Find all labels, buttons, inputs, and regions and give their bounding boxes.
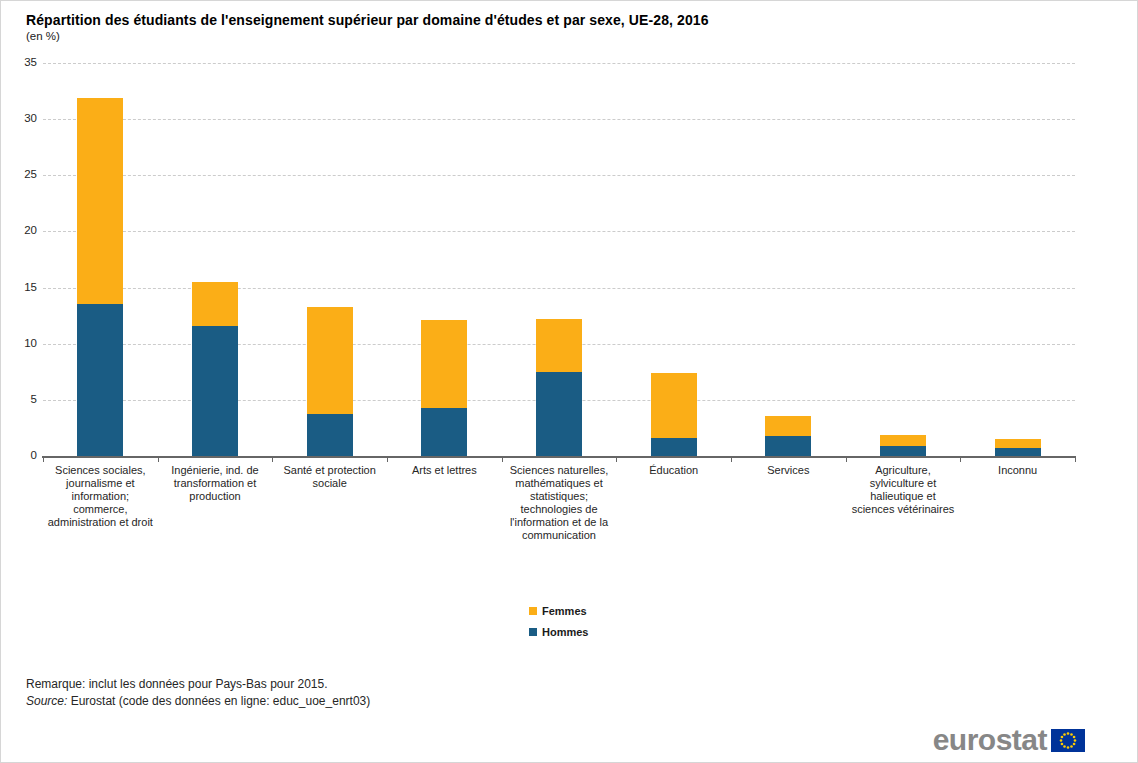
x-axis-tick bbox=[846, 458, 847, 462]
bar-segment-femmes bbox=[765, 416, 811, 436]
y-axis-tick-label: 25 bbox=[1, 168, 37, 180]
bar-segment-hommes bbox=[765, 436, 811, 456]
bar-segment-femmes bbox=[421, 320, 467, 408]
eurostat-chart-page: Répartition des étudiants de l'enseignem… bbox=[0, 0, 1138, 763]
footnote-source: Source: Eurostat (code des données en li… bbox=[26, 693, 370, 710]
category-label: Santé et protection sociale bbox=[274, 464, 385, 490]
legend-swatch-icon bbox=[529, 628, 537, 636]
x-axis-tick bbox=[731, 458, 732, 462]
y-axis-tick-label: 5 bbox=[1, 393, 37, 405]
y-axis-tick-label: 20 bbox=[1, 224, 37, 236]
plot-area: 0 5 10 15 20 25 30 35 Sciences sociales, journal… bbox=[1, 1, 1138, 763]
source-text: Eurostat (code des données en ligne: edu… bbox=[67, 694, 370, 708]
bar-segment-hommes bbox=[421, 408, 467, 456]
bar-segment-femmes bbox=[77, 98, 123, 305]
category-label: Arts et lettres bbox=[389, 464, 500, 477]
category-label: Agriculture, sylviculture et halieutique… bbox=[848, 464, 959, 516]
gridline-30 bbox=[43, 119, 1075, 120]
y-axis-tick-label: 30 bbox=[1, 112, 37, 124]
x-axis-tick bbox=[1075, 458, 1076, 462]
y-axis-tick-label: 0 bbox=[1, 449, 37, 461]
x-axis-line bbox=[42, 456, 1076, 458]
category-label: Ingénierie, ind. de transformation et pr… bbox=[160, 464, 271, 503]
category-label: Services bbox=[733, 464, 844, 477]
bar-segment-hommes bbox=[995, 448, 1041, 456]
legend-label: Femmes bbox=[542, 605, 587, 617]
gridline-25 bbox=[43, 175, 1075, 176]
bar-segment-femmes bbox=[880, 435, 926, 446]
bar-segment-hommes bbox=[880, 446, 926, 456]
bar-segment-femmes bbox=[307, 307, 353, 415]
legend-item-femmes: Femmes bbox=[529, 600, 588, 621]
category-label: Sciences sociales, journalisme et inform… bbox=[45, 464, 156, 529]
eurostat-logo-text: eurostat bbox=[933, 725, 1047, 755]
eurostat-logo: eurostat bbox=[933, 725, 1085, 755]
y-axis-tick-label: 10 bbox=[1, 337, 37, 349]
gridline-35 bbox=[43, 63, 1075, 64]
x-axis-tick bbox=[158, 458, 159, 462]
x-axis-tick bbox=[502, 458, 503, 462]
source-label: Source: bbox=[26, 694, 67, 708]
legend-item-hommes: Hommes bbox=[529, 621, 588, 642]
eu-flag-icon bbox=[1051, 729, 1085, 752]
x-axis-tick bbox=[272, 458, 273, 462]
bar-segment-hommes bbox=[651, 438, 697, 456]
bar-segment-femmes bbox=[995, 439, 1041, 448]
bar-segment-hommes bbox=[192, 326, 238, 456]
legend: Femmes Hommes bbox=[529, 600, 588, 642]
bar-segment-hommes bbox=[77, 304, 123, 456]
bar-segment-hommes bbox=[307, 414, 353, 456]
bar-segment-femmes bbox=[651, 373, 697, 438]
category-label: Sciences naturelles, mathématiques et st… bbox=[504, 464, 615, 542]
category-label: Éducation bbox=[618, 464, 729, 477]
bar-segment-hommes bbox=[536, 372, 582, 456]
y-axis-tick-label: 15 bbox=[1, 281, 37, 293]
legend-swatch-icon bbox=[529, 607, 537, 615]
category-label: Inconnu bbox=[962, 464, 1073, 477]
legend-label: Hommes bbox=[542, 626, 588, 638]
footnote-remark: Remarque: inclut les données pour Pays-B… bbox=[26, 676, 370, 693]
bar-segment-femmes bbox=[192, 282, 238, 326]
gridline-20 bbox=[43, 231, 1075, 232]
x-axis-tick bbox=[616, 458, 617, 462]
x-axis-tick bbox=[43, 458, 44, 462]
footnotes: Remarque: inclut les données pour Pays-B… bbox=[26, 676, 370, 710]
bar-segment-femmes bbox=[536, 319, 582, 372]
y-axis-tick-label: 35 bbox=[1, 56, 37, 68]
x-axis-tick bbox=[387, 458, 388, 462]
x-axis-tick bbox=[960, 458, 961, 462]
